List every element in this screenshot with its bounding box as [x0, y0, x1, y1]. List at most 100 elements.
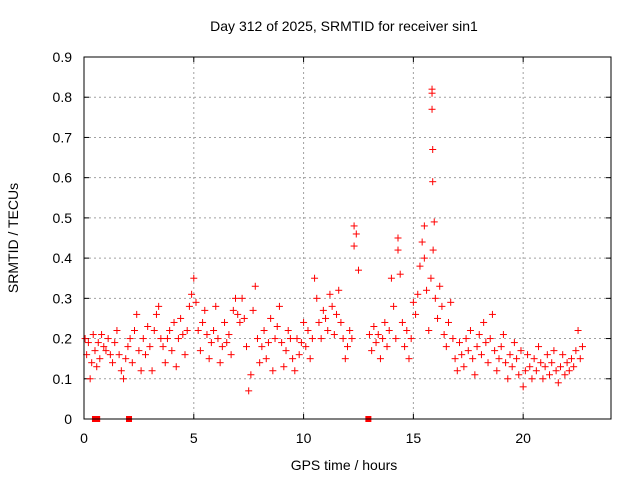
data-point: [506, 351, 514, 359]
data-point: [458, 351, 466, 359]
data-point: [291, 367, 299, 375]
x-tick-label: 20: [515, 430, 531, 446]
data-point: [131, 327, 139, 335]
data-point: [556, 363, 564, 371]
data-point: [124, 343, 132, 351]
data-point: [390, 302, 398, 310]
data-point: [510, 339, 518, 347]
y-tick-label: 0.6: [53, 170, 73, 186]
data-point: [495, 355, 503, 363]
data-point: [236, 318, 244, 326]
data-point: [565, 367, 573, 375]
data-points: [81, 85, 586, 422]
x-tick-label: 10: [296, 430, 312, 446]
data-point: [354, 266, 362, 274]
data-point: [295, 351, 303, 359]
data-point: [348, 335, 356, 343]
data-point: [563, 359, 571, 367]
data-point: [113, 327, 121, 335]
data-point: [333, 310, 341, 318]
data-point: [570, 363, 578, 371]
data-point: [488, 310, 496, 318]
data-point: [271, 335, 279, 343]
data-point: [440, 331, 448, 339]
data-point: [86, 375, 94, 383]
data-point: [192, 298, 200, 306]
data-point: [550, 347, 558, 355]
data-point: [330, 331, 338, 339]
data-point: [517, 347, 525, 355]
data-point: [264, 339, 272, 347]
data-point: [491, 347, 499, 355]
data-point: [284, 327, 292, 335]
data-point: [177, 314, 185, 322]
chart-title: Day 312 of 2025, SRMTID for receiver sin…: [210, 18, 478, 34]
data-point: [524, 351, 532, 359]
data-point: [447, 298, 455, 306]
data-point: [539, 375, 547, 383]
data-point: [117, 367, 125, 375]
data-point: [84, 339, 92, 347]
data-point: [155, 302, 163, 310]
data-point: [497, 343, 505, 351]
data-point: [302, 343, 310, 351]
data-point: [326, 290, 334, 298]
data-point: [216, 359, 224, 367]
data-point: [502, 359, 510, 367]
data-point: [144, 322, 152, 330]
data-point: [546, 371, 554, 379]
data-point: [106, 351, 114, 359]
data-point: [383, 343, 391, 351]
data-point: [238, 294, 246, 302]
data-point: [225, 331, 233, 339]
y-axis-title: SRMTID / TECUs: [5, 183, 21, 293]
data-point: [89, 331, 97, 339]
data-point: [521, 367, 529, 375]
data-point: [256, 359, 264, 367]
data-point: [385, 327, 393, 335]
data-point: [559, 351, 567, 359]
data-point: [412, 310, 420, 318]
data-point: [482, 339, 490, 347]
data-point: [376, 355, 384, 363]
data-point: [207, 339, 215, 347]
data-point: [416, 262, 424, 270]
data-point: [273, 322, 281, 330]
data-point: [567, 355, 575, 363]
data-point: [350, 242, 358, 250]
data-point: [319, 306, 327, 314]
data-point: [227, 351, 235, 359]
data-point: [344, 343, 351, 351]
data-point: [328, 302, 336, 310]
data-point: [157, 335, 165, 343]
data-point: [466, 327, 474, 335]
data-point: [159, 343, 167, 351]
grid: [84, 57, 611, 419]
x-tick-label: 5: [190, 430, 198, 446]
data-point: [552, 367, 560, 375]
x-axis-title: GPS time / hours: [291, 457, 398, 473]
data-point: [122, 355, 130, 363]
data-point: [477, 351, 485, 359]
data-point: [161, 359, 169, 367]
data-point: [464, 347, 472, 355]
data-point: [267, 314, 275, 322]
data-point: [526, 363, 534, 371]
data-point: [535, 343, 543, 351]
data-point: [218, 343, 226, 351]
data-point: [484, 359, 492, 367]
data-point: [280, 363, 288, 371]
y-tick-label: 0.2: [53, 331, 73, 347]
data-point: [174, 335, 182, 343]
data-point: [166, 327, 174, 335]
data-point: [436, 282, 444, 290]
data-point: [278, 339, 286, 347]
data-point: [508, 363, 516, 371]
data-point: [530, 355, 538, 363]
data-point: [81, 335, 89, 343]
data-point: [403, 327, 411, 335]
data-point: [313, 294, 321, 302]
data-point: [199, 318, 207, 326]
data-point: [528, 375, 536, 383]
data-point: [170, 318, 178, 326]
